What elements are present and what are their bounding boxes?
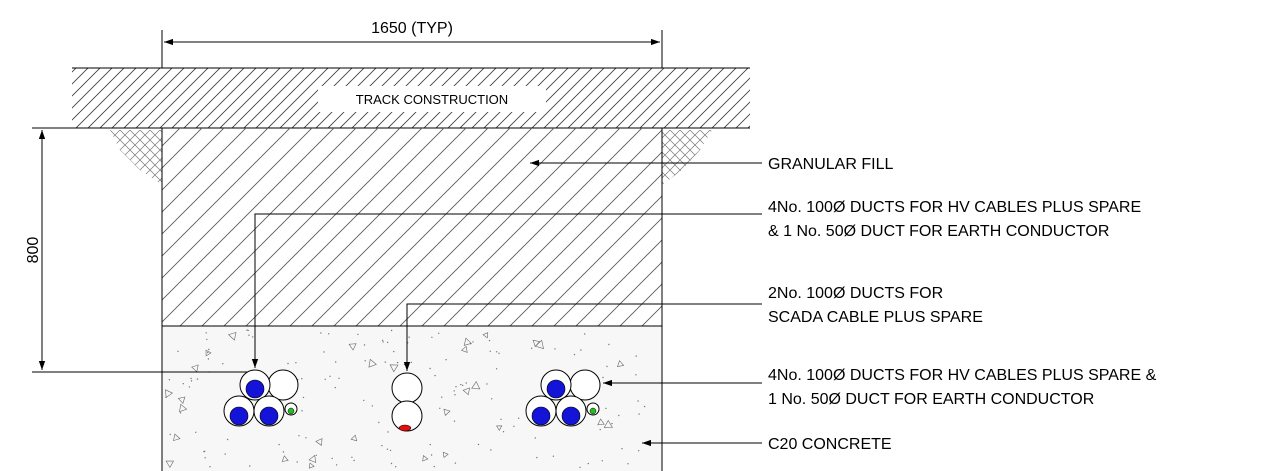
hv-cable <box>229 406 249 426</box>
scada-spare-duct <box>391 372 423 404</box>
callout-hv-left-line1: 4No. 100Ø DUCTS FOR HV CABLES PLUS SPARE <box>768 199 1141 216</box>
callout-granular-fill: GRANULAR FILL <box>768 156 893 173</box>
depth-dimension: 800 <box>25 127 255 373</box>
earth-conductor <box>287 407 295 415</box>
hv-duct-group-right <box>525 369 601 427</box>
duct-spare <box>267 369 299 401</box>
callout-scada-line2: SCADA CABLE PLUS SPARE <box>768 309 983 326</box>
granular-fill-layer <box>162 128 662 326</box>
hv-cable <box>259 406 279 426</box>
callout-scada-line1: 2No. 100Ø DUCTS FOR <box>768 285 943 302</box>
leader-lines <box>251 159 762 447</box>
scada-cable <box>398 424 412 432</box>
duct-spare <box>569 369 601 401</box>
leader-hv-left <box>251 213 762 368</box>
callout-hv-right-line2: 1 No. 50Ø DUCT FOR EARTH CONDUCTOR <box>768 391 1094 408</box>
hv-cable <box>245 379 265 399</box>
hv-cable <box>561 406 581 426</box>
width-dimension: 1650 (TYP) <box>161 20 663 68</box>
depth-dimension-label: 800 <box>25 237 42 264</box>
track-construction-label: TRACK CONSTRUCTION <box>356 92 508 107</box>
scada-duct-group <box>391 372 423 432</box>
trench-outline <box>161 128 663 471</box>
callout-hv-left-line2: & 1 No. 50Ø DUCT FOR EARTH CONDUCTOR <box>768 223 1109 240</box>
leader-scada <box>403 303 762 371</box>
existing-ground-right <box>662 130 712 185</box>
existing-ground-left <box>110 130 162 185</box>
hv-duct-group-left <box>223 369 299 427</box>
width-dimension-label: 1650 (TYP) <box>371 20 453 37</box>
hv-cable <box>531 406 551 426</box>
callout-concrete: C20 CONCRETE <box>768 436 892 453</box>
callout-labels: GRANULAR FILL 4No. 100Ø DUCTS FOR HV CAB… <box>768 156 1157 453</box>
track-construction-layer: TRACK CONSTRUCTION <box>72 67 750 129</box>
hv-cable <box>546 379 566 399</box>
earth-conductor <box>589 407 597 415</box>
callout-hv-right-line1: 4No. 100Ø DUCTS FOR HV CABLES PLUS SPARE… <box>768 367 1157 384</box>
concrete-aggregate-speckles <box>165 329 646 469</box>
